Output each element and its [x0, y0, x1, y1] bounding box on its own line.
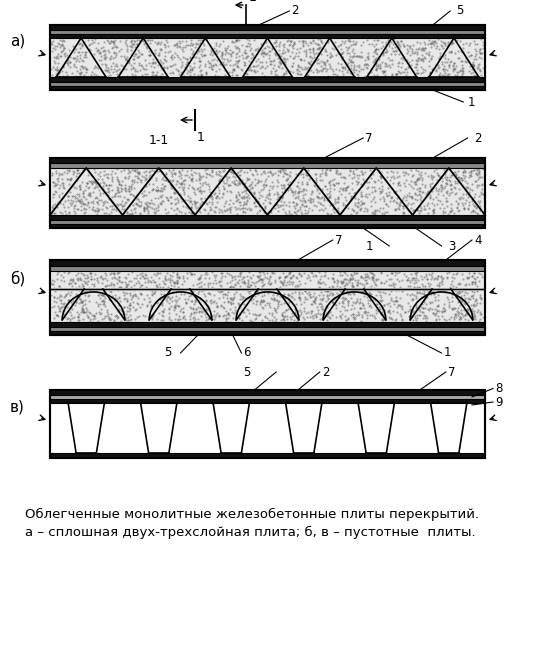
Bar — [50, 220, 485, 224]
Bar — [50, 260, 485, 335]
Text: 7: 7 — [448, 366, 455, 378]
Bar — [50, 453, 485, 458]
Bar — [50, 260, 485, 266]
Bar — [50, 260, 485, 335]
Bar — [50, 289, 485, 322]
Text: 6: 6 — [244, 346, 251, 360]
Text: Облегченные монолитные железобетонные плиты перекрытий.: Облегченные монолитные железобетонные пл… — [25, 508, 479, 521]
Text: 1: 1 — [365, 240, 373, 252]
Text: 5: 5 — [164, 346, 172, 360]
Bar — [50, 327, 485, 331]
Text: 7: 7 — [335, 234, 342, 246]
Text: 2: 2 — [291, 5, 299, 17]
Text: 4: 4 — [474, 234, 481, 246]
Bar — [50, 215, 485, 220]
Text: 3: 3 — [448, 240, 455, 252]
Bar — [50, 158, 485, 163]
Bar — [50, 158, 485, 228]
Bar — [50, 86, 485, 90]
Text: 1: 1 — [197, 131, 205, 144]
Text: 9: 9 — [495, 395, 503, 409]
Text: 1: 1 — [443, 346, 451, 360]
Bar — [50, 390, 485, 395]
Bar — [50, 399, 485, 403]
Bar — [50, 25, 485, 90]
Bar — [50, 168, 485, 215]
Text: 8: 8 — [495, 382, 503, 395]
Bar — [50, 288, 485, 291]
Bar — [50, 271, 485, 289]
Text: 5: 5 — [243, 366, 250, 378]
Bar — [50, 163, 485, 168]
Bar — [50, 30, 485, 34]
Text: 7: 7 — [365, 132, 373, 144]
Text: б): б) — [10, 271, 25, 287]
Bar — [50, 158, 485, 228]
Bar — [50, 395, 485, 399]
Bar — [50, 322, 485, 327]
Bar — [50, 34, 485, 38]
Text: 5: 5 — [457, 5, 464, 17]
Bar — [50, 331, 485, 335]
Text: 1: 1 — [249, 0, 256, 4]
Bar — [50, 224, 485, 228]
Bar — [50, 82, 485, 86]
Text: 1-1: 1-1 — [149, 134, 169, 146]
Text: 2: 2 — [322, 366, 329, 378]
Bar — [50, 390, 485, 458]
Bar — [50, 25, 485, 30]
Text: в): в) — [10, 399, 25, 415]
Bar — [50, 266, 485, 271]
Bar — [50, 38, 485, 77]
Text: 2: 2 — [474, 132, 481, 144]
Bar — [50, 25, 485, 90]
Text: а – сплошная двух-трехслойная плита; б, в – пустотные  плиты.: а – сплошная двух-трехслойная плита; б, … — [25, 526, 475, 539]
Bar — [50, 77, 485, 82]
Bar — [50, 390, 485, 458]
Text: 1: 1 — [467, 95, 475, 109]
Text: а): а) — [10, 34, 25, 49]
